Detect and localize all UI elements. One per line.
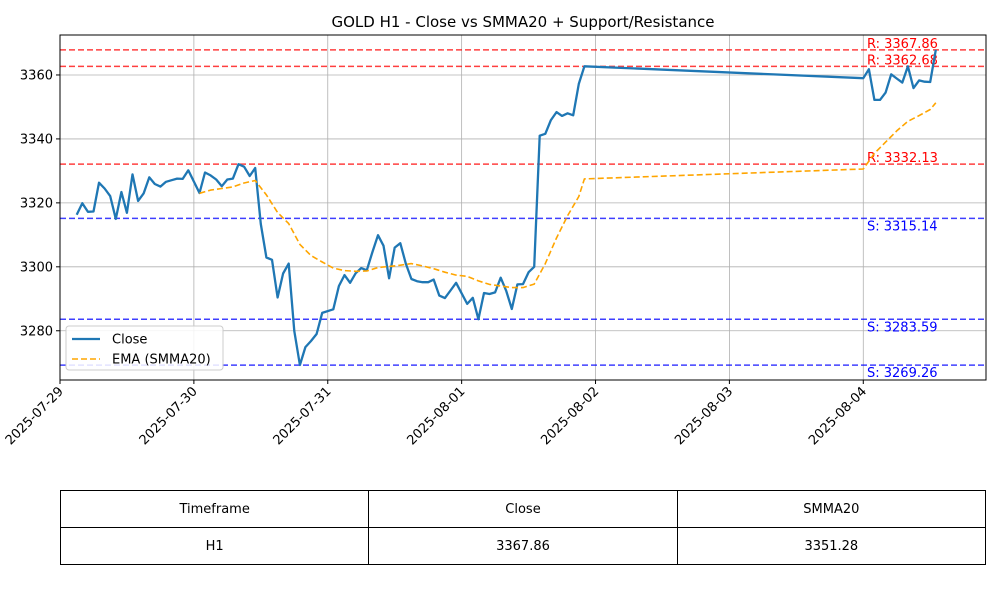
- legend-label: Close: [112, 333, 147, 348]
- support-resistance-lines: R: 3367.86R: 3362.68 R: 3332.13 S: 3315.14…: [60, 37, 986, 381]
- resistance-label: R: 3367.86: [867, 37, 938, 52]
- legend: Close EMA (SMMA20): [65, 325, 224, 371]
- chart-title: GOLD H1 - Close vs SMMA20 + Support/Resi…: [331, 13, 714, 31]
- smma20-series-line: [199, 102, 937, 289]
- chart-background: [0, 0, 1000, 480]
- y-tick-label: 3340: [20, 132, 53, 147]
- table-header-cell: Close: [368, 490, 678, 528]
- y-tick-label: 3320: [20, 196, 53, 211]
- table-header-cell: Timeframe: [59, 490, 370, 528]
- table-cell: 3351.28: [676, 527, 987, 565]
- y-tick-label: 3300: [20, 260, 53, 275]
- support-label: S: 3269.26: [867, 366, 938, 381]
- support-label: S: 3315.14: [867, 219, 938, 234]
- close-series-line: [75, 49, 937, 367]
- support-label: S: 3283.59: [867, 320, 938, 335]
- series: [75, 49, 937, 367]
- summary-table: Timeframe Close SMMA20 H1 3367.86 3351.2…: [59, 490, 987, 565]
- y-tick-label: 3360: [20, 68, 53, 83]
- table-row: H1 3367.86 3351.28: [59, 527, 987, 565]
- table-cell: 3367.86: [368, 527, 678, 565]
- resistance-label: R: 3332.13: [867, 151, 938, 166]
- chart: GOLD H1 - Close vs SMMA20 + Support/Resi…: [0, 0, 1000, 480]
- plot-frame: [59, 34, 987, 381]
- resistance-label: R: 3362.68: [867, 53, 938, 68]
- table-header-cell: SMMA20: [676, 490, 987, 528]
- table-cell: H1: [59, 527, 370, 565]
- table-header-row: Timeframe Close SMMA20: [59, 490, 987, 528]
- y-tick-label: 3280: [20, 324, 53, 339]
- legend-box: [65, 325, 224, 371]
- legend-label: EMA (SMMA20): [112, 353, 211, 368]
